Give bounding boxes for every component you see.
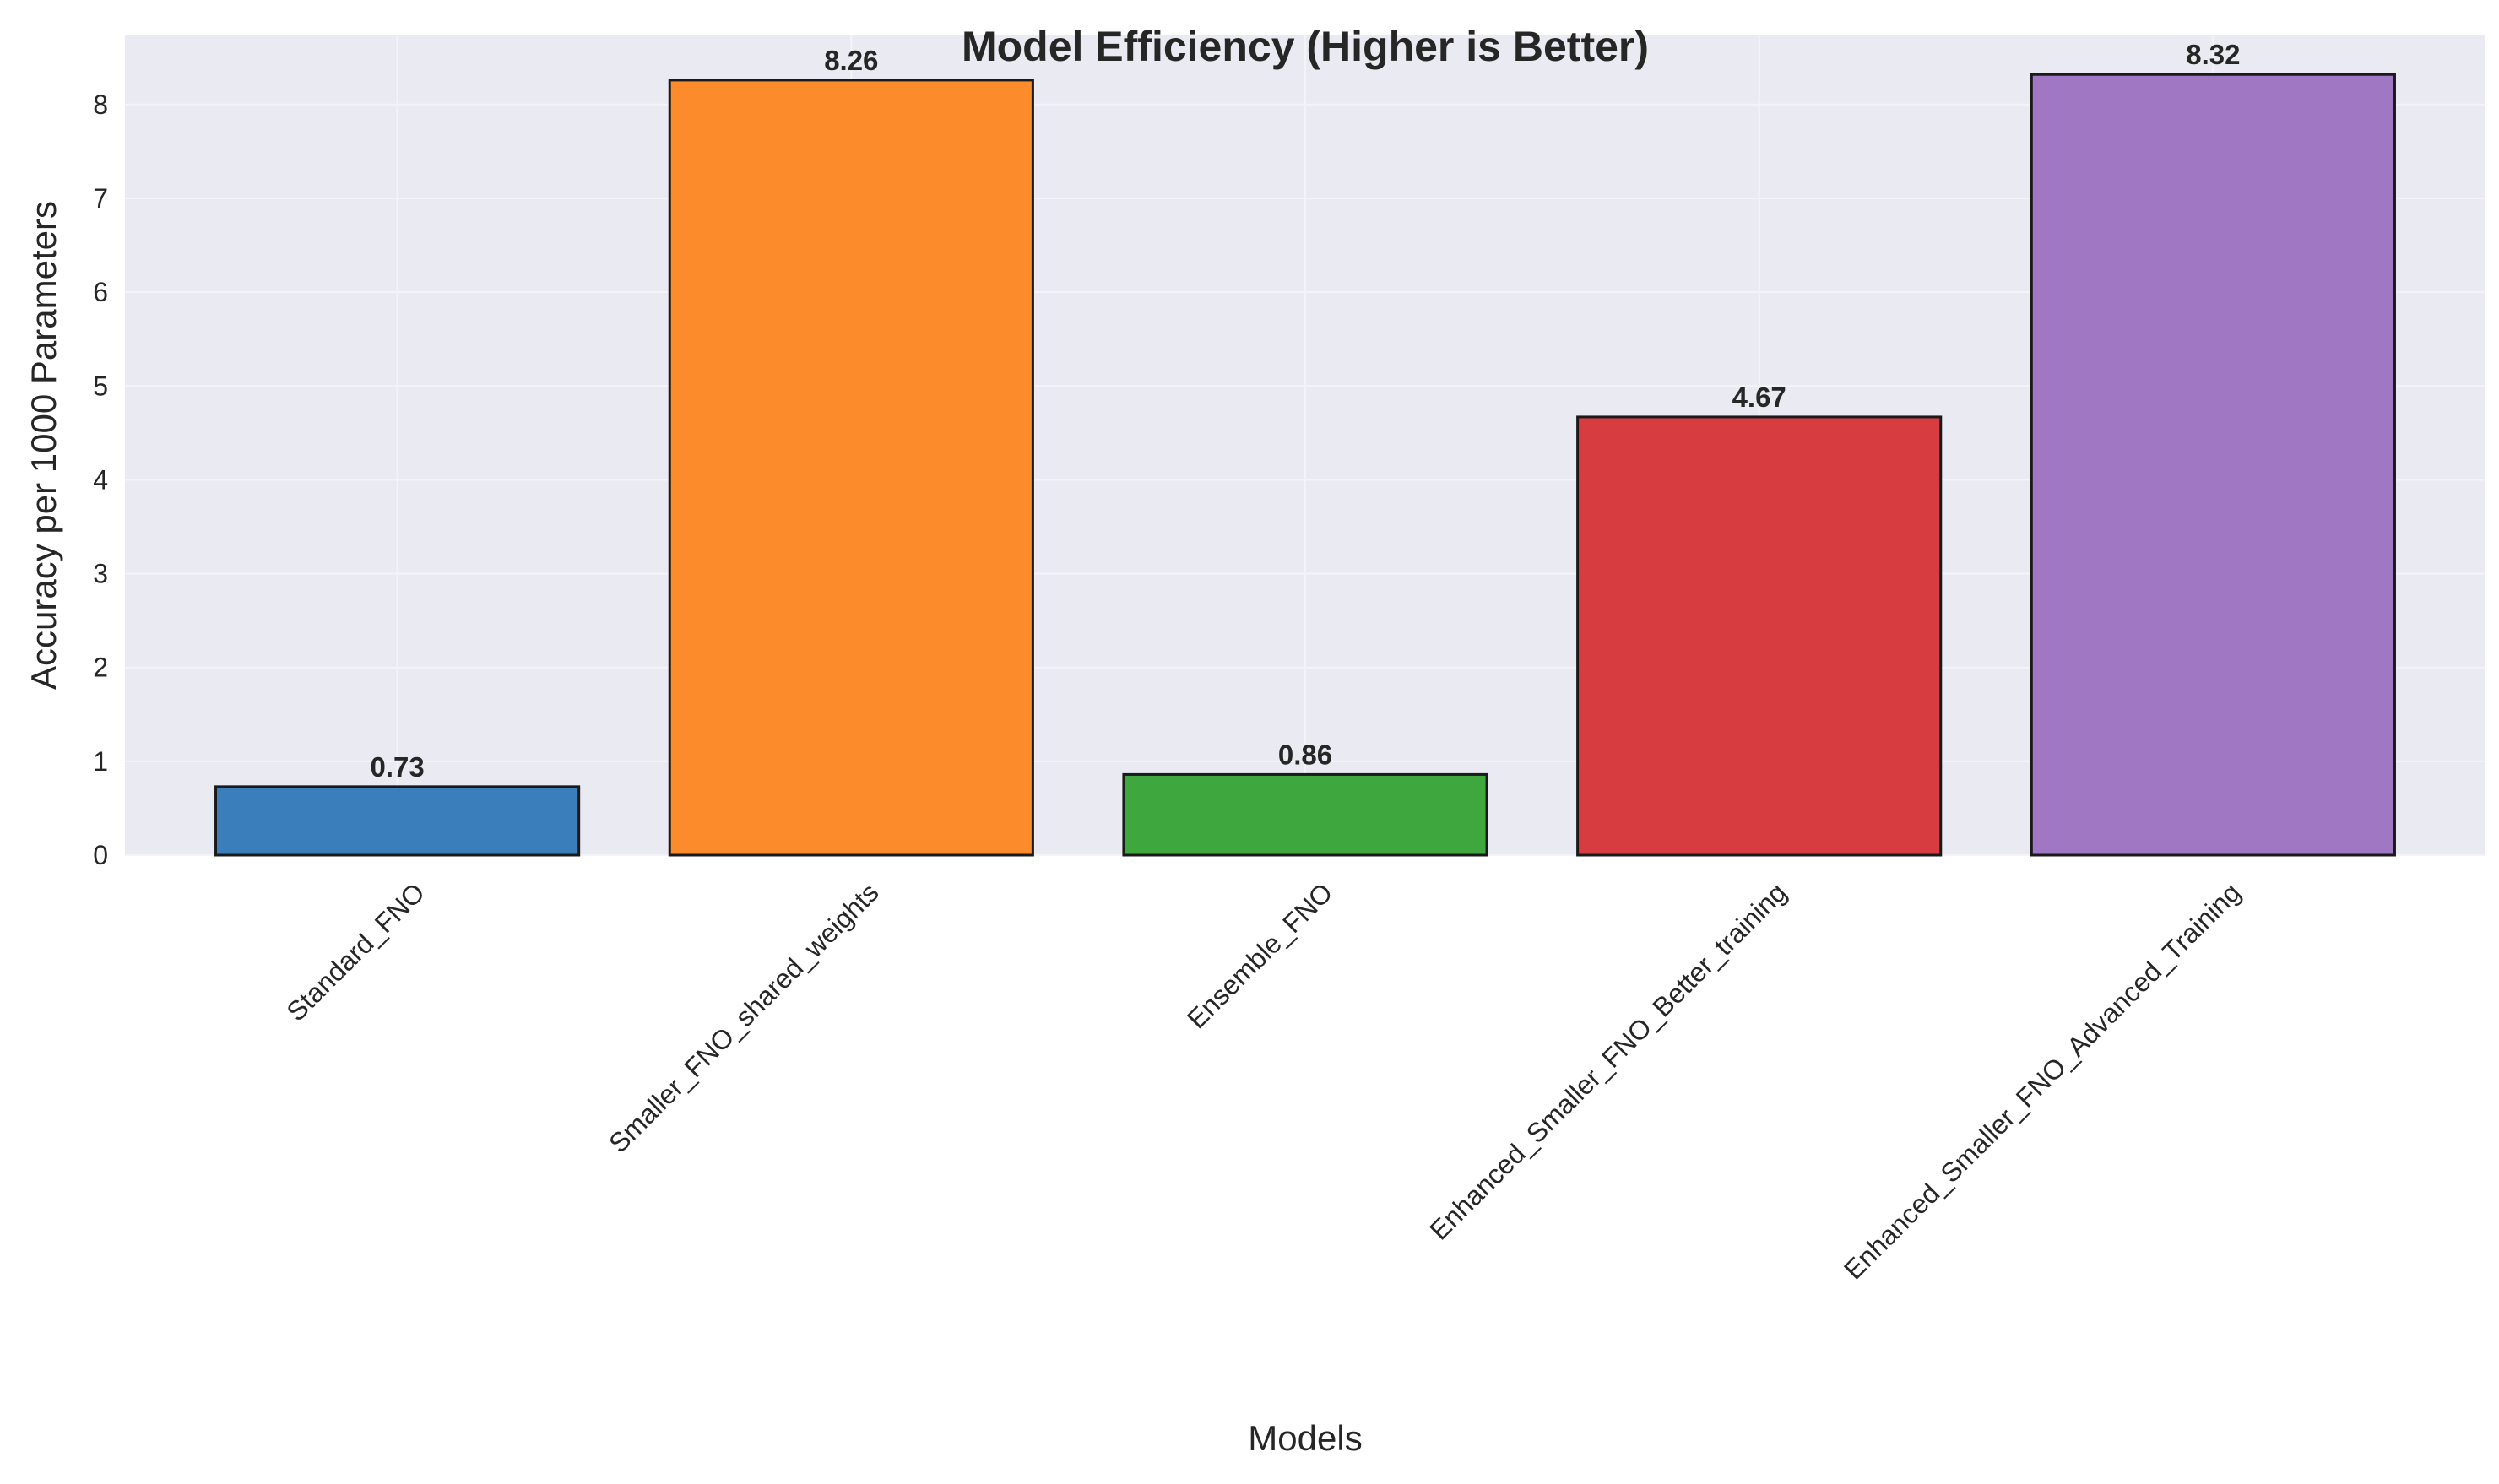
bar-value-label: 8.32 (2186, 39, 2240, 70)
x-tick-label: Enhanced_Smaller_FNO_Better_training (1423, 877, 1792, 1246)
chart-title: Model Efficiency (Higher is Better) (962, 23, 1649, 70)
bar-value-label: 0.86 (1278, 739, 1332, 770)
x-axis-label: Models (1248, 1418, 1362, 1458)
y-tick-label: 5 (93, 371, 108, 401)
bar-value-label: 0.73 (370, 751, 424, 783)
y-tick-label: 7 (93, 183, 108, 214)
y-tick-label: 3 (93, 559, 108, 589)
bar-enhanced-smaller-fno-advanced-training (2030, 73, 2396, 857)
y-tick-label: 2 (93, 653, 108, 683)
bar-enhanced-smaller-fno-better-training (1576, 415, 1943, 857)
x-tick-label: Ensemble_FNO (1181, 877, 1338, 1034)
y-tick-label: 6 (93, 277, 108, 307)
bar-ensemble-fno (1122, 772, 1488, 857)
y-tick-label: 1 (93, 746, 108, 777)
bar-standard-fno (214, 785, 581, 857)
bar-smaller-fno-shared-weights (668, 79, 1034, 857)
y-axis-label: Accuracy per 1000 Parameters (24, 201, 63, 690)
y-tick-label: 8 (93, 89, 108, 120)
y-tick-label: 0 (93, 840, 108, 870)
bar-value-label: 4.67 (1732, 382, 1786, 413)
x-tick-label: Enhanced_Smaller_FNO_Advanced_Training (1838, 877, 2247, 1286)
x-tick-label: Smaller_FNO_shared_weights (603, 877, 885, 1159)
y-tick-label: 4 (93, 464, 108, 495)
x-tick-label: Standard_FNO (280, 877, 431, 1027)
bar-value-label: 8.26 (824, 45, 878, 76)
